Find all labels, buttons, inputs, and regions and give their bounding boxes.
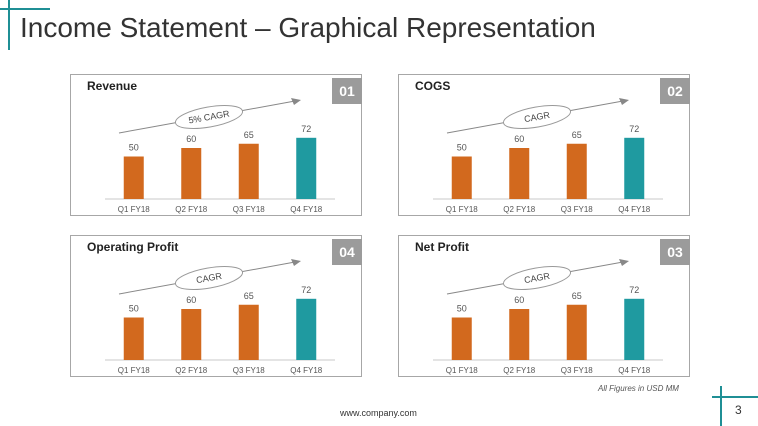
panel-badge: 02 (660, 78, 690, 104)
data-label: 60 (514, 295, 524, 305)
page-number: 3 (735, 403, 742, 417)
cagr-bubble (502, 105, 572, 129)
bar (624, 137, 645, 199)
panel-badge: 01 (332, 78, 362, 104)
data-label: 65 (244, 130, 254, 140)
x-tick-label: Q4 FY18 (618, 205, 651, 214)
bar (451, 156, 472, 199)
bar (296, 137, 317, 199)
data-label: 65 (572, 130, 582, 140)
cagr-bubble (174, 266, 244, 290)
bar (509, 309, 530, 360)
cagr-arrowhead (291, 98, 301, 105)
cagr-label: CAGR (523, 271, 551, 285)
operating-profit-panel: Operating Profit 04 50 Q1 FY18 60 Q2 FY18 65… (70, 235, 362, 377)
x-tick-label: Q1 FY18 (118, 366, 151, 375)
page-title: Income Statement – Graphical Representat… (20, 12, 596, 43)
x-tick-label: Q1 FY18 (446, 205, 479, 214)
x-tick-label: Q2 FY18 (175, 205, 208, 214)
x-tick-label: Q3 FY18 (233, 205, 266, 214)
cagr-label: CAGR (195, 271, 223, 285)
panel-title: Net Profit (415, 240, 469, 254)
bar (238, 304, 259, 360)
x-tick-label: Q3 FY18 (561, 205, 594, 214)
operating-profit-chart: 50 Q1 FY18 60 Q2 FY18 65 Q3 FY18 72 Q4 FY18 CAGR (105, 259, 335, 375)
x-tick-label: Q2 FY18 (503, 366, 536, 375)
website-link[interactable]: www.company.com (340, 408, 417, 418)
bar (451, 317, 472, 360)
net-profit-panel: Net Profit 03 50 Q1 FY18 60 Q2 FY18 65 Q3 FY1… (398, 235, 690, 377)
panel-title: Revenue (87, 79, 138, 93)
data-label: 72 (629, 124, 639, 134)
x-tick-label: Q4 FY18 (290, 366, 323, 375)
data-label: 65 (244, 291, 254, 301)
bar (238, 143, 259, 199)
x-tick-label: Q1 FY18 (446, 366, 479, 375)
x-tick-label: Q2 FY18 (503, 205, 536, 214)
bar (296, 298, 317, 360)
cagr-arrowhead (291, 259, 301, 266)
data-label: 72 (301, 124, 311, 134)
bar (181, 309, 202, 360)
corner-line-horizontal (0, 8, 50, 10)
net-profit-chart: 50 Q1 FY18 60 Q2 FY18 65 Q3 FY18 72 Q4 FY18 CAGR (433, 259, 663, 375)
bar (566, 143, 587, 199)
x-tick-label: Q3 FY18 (233, 366, 266, 375)
panel-badge: 03 (660, 239, 690, 265)
data-label: 60 (186, 134, 196, 144)
bar (566, 304, 587, 360)
revenue-panel: Revenue 01 50 Q1 FY18 60 Q2 FY18 65 Q3 FY18 72… (70, 74, 362, 216)
corner-line-horizontal (712, 396, 758, 398)
cagr-bubble (174, 105, 244, 129)
x-tick-label: Q3 FY18 (561, 366, 594, 375)
corner-line-vertical (720, 386, 722, 426)
panel-title: Operating Profit (87, 240, 179, 254)
cagr-arrowhead (619, 98, 629, 105)
x-tick-label: Q4 FY18 (618, 366, 651, 375)
data-label: 72 (301, 285, 311, 295)
x-tick-label: Q2 FY18 (175, 366, 208, 375)
panel-badge: 04 (332, 239, 362, 265)
x-tick-label: Q1 FY18 (118, 205, 151, 214)
cagr-bubble (502, 266, 572, 290)
data-label: 65 (572, 291, 582, 301)
data-label: 50 (457, 143, 467, 153)
x-tick-label: Q4 FY18 (290, 205, 323, 214)
cogs-panel: COGS 02 50 Q1 FY18 60 Q2 FY18 65 Q3 FY18 72 Q4 … (398, 74, 690, 216)
panel-title: COGS (415, 79, 451, 93)
bar (123, 317, 144, 360)
data-label: 50 (129, 143, 139, 153)
bar (509, 148, 530, 199)
corner-line-vertical (8, 0, 10, 50)
cagr-label: CAGR (523, 110, 551, 124)
data-label: 50 (457, 304, 467, 314)
data-label: 60 (186, 295, 196, 305)
data-label: 50 (129, 304, 139, 314)
bar (181, 148, 202, 199)
cagr-arrowhead (619, 259, 629, 266)
bar (624, 298, 645, 360)
bar (123, 156, 144, 199)
data-label: 72 (629, 285, 639, 295)
footnote: All Figures in USD MM (598, 384, 679, 393)
data-label: 60 (514, 134, 524, 144)
cogs-chart: 50 Q1 FY18 60 Q2 FY18 65 Q3 FY18 72 Q4 FY18 CAGR (433, 98, 663, 214)
